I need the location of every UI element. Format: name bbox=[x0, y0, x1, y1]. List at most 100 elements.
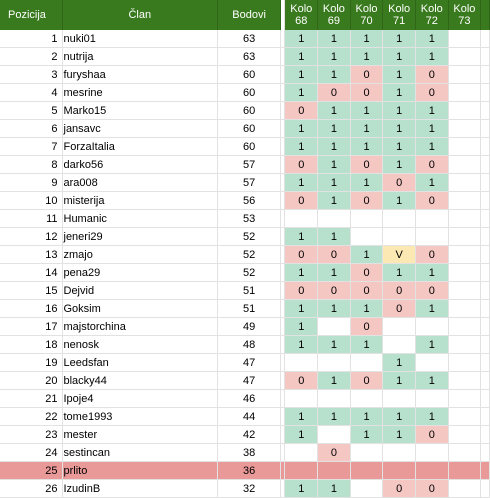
header-round-69[interactable]: Kolo 69 bbox=[317, 0, 351, 30]
round-result-cell[interactable] bbox=[382, 461, 416, 480]
round-result-cell[interactable]: 1 bbox=[382, 425, 416, 444]
round-result-cell[interactable]: 1 bbox=[317, 155, 351, 174]
round-result-cell[interactable] bbox=[415, 227, 449, 246]
round-result-cell[interactable] bbox=[284, 209, 319, 228]
table-row[interactable]: 22 tome1993 44 1 1 1 1 1 bbox=[0, 407, 490, 426]
header-round-70[interactable]: Kolo 70 bbox=[350, 0, 384, 30]
round-result-cell[interactable]: 1 bbox=[317, 299, 351, 318]
round-result-cell[interactable] bbox=[317, 425, 351, 444]
round-result-cell[interactable]: 1 bbox=[284, 65, 319, 84]
position-cell[interactable]: 11 bbox=[0, 209, 63, 228]
round-result-cell[interactable]: 1 bbox=[317, 173, 351, 192]
round-result-cell[interactable]: 1 bbox=[350, 137, 384, 156]
table-row[interactable]: 1 nuki01 63 1 1 1 1 1 bbox=[0, 30, 490, 48]
table-row[interactable]: 16 Goksim 51 1 1 1 0 1 bbox=[0, 299, 490, 318]
round-result-cell[interactable]: 0 bbox=[415, 479, 449, 498]
member-cell[interactable]: nutrija bbox=[62, 47, 219, 66]
round-result-cell[interactable]: 0 bbox=[284, 281, 319, 300]
position-cell[interactable]: 1 bbox=[0, 30, 63, 48]
position-cell[interactable]: 22 bbox=[0, 407, 63, 426]
round-result-cell[interactable] bbox=[382, 389, 416, 408]
round-result-cell[interactable]: 0 bbox=[350, 191, 384, 210]
round-result-cell[interactable] bbox=[448, 119, 482, 138]
points-cell[interactable]: 47 bbox=[217, 353, 282, 372]
round-result-cell[interactable]: 1 bbox=[350, 47, 384, 66]
round-result-cell[interactable] bbox=[382, 335, 416, 354]
table-row[interactable]: 17 majstorchina 49 1 0 bbox=[0, 317, 490, 336]
round-result-cell[interactable]: 1 bbox=[284, 227, 319, 246]
member-cell[interactable]: nuki01 bbox=[62, 30, 219, 48]
position-cell[interactable]: 25 bbox=[0, 461, 63, 480]
round-result-cell[interactable]: V bbox=[382, 245, 416, 264]
round-result-cell[interactable]: 1 bbox=[415, 371, 449, 390]
round-result-cell[interactable]: 1 bbox=[284, 425, 319, 444]
round-result-cell[interactable]: 1 bbox=[284, 137, 319, 156]
round-result-cell[interactable] bbox=[448, 65, 482, 84]
points-cell[interactable]: 63 bbox=[217, 47, 282, 66]
round-result-cell[interactable]: 1 bbox=[415, 30, 449, 48]
round-result-cell[interactable]: 1 bbox=[350, 173, 384, 192]
round-result-cell[interactable]: 0 bbox=[317, 245, 351, 264]
round-result-cell[interactable]: 0 bbox=[382, 299, 416, 318]
round-result-cell[interactable] bbox=[350, 479, 384, 498]
member-cell[interactable]: Humanic bbox=[62, 209, 219, 228]
round-result-cell[interactable]: 1 bbox=[382, 353, 416, 372]
round-result-cell[interactable]: 1 bbox=[317, 407, 351, 426]
round-result-cell[interactable] bbox=[448, 209, 482, 228]
round-result-cell[interactable]: 1 bbox=[317, 227, 351, 246]
round-result-cell[interactable]: 1 bbox=[382, 83, 416, 102]
table-row[interactable]: 2 nutrija 63 1 1 1 1 1 bbox=[0, 47, 490, 66]
round-result-cell[interactable]: 0 bbox=[415, 245, 449, 264]
table-row[interactable]: 7 ForzaItalia 60 1 1 1 1 1 bbox=[0, 137, 490, 156]
position-cell[interactable]: 21 bbox=[0, 389, 63, 408]
round-result-cell[interactable]: 0 bbox=[284, 191, 319, 210]
points-cell[interactable]: 60 bbox=[217, 83, 282, 102]
round-result-cell[interactable]: 1 bbox=[415, 173, 449, 192]
position-cell[interactable]: 24 bbox=[0, 443, 63, 462]
round-result-cell[interactable]: 1 bbox=[317, 191, 351, 210]
table-row[interactable]: 19 Leedsfan 47 1 bbox=[0, 353, 490, 372]
round-result-cell[interactable] bbox=[415, 443, 449, 462]
table-row[interactable]: 20 blacky44 47 0 1 0 1 1 bbox=[0, 371, 490, 390]
round-result-cell[interactable]: 0 bbox=[415, 281, 449, 300]
points-cell[interactable]: 36 bbox=[217, 461, 282, 480]
header-round-68[interactable]: Kolo 68 bbox=[284, 0, 319, 30]
member-cell[interactable]: Ipoje4 bbox=[62, 389, 219, 408]
round-result-cell[interactable]: 1 bbox=[284, 479, 319, 498]
round-result-cell[interactable] bbox=[415, 461, 449, 480]
round-result-cell[interactable]: 0 bbox=[284, 245, 319, 264]
round-result-cell[interactable] bbox=[448, 263, 482, 282]
round-result-cell[interactable] bbox=[284, 461, 319, 480]
round-result-cell[interactable]: 0 bbox=[382, 173, 416, 192]
points-cell[interactable]: 52 bbox=[217, 227, 282, 246]
round-result-cell[interactable] bbox=[284, 389, 319, 408]
round-result-cell[interactable] bbox=[448, 101, 482, 120]
round-result-cell[interactable]: 0 bbox=[350, 65, 384, 84]
round-result-cell[interactable] bbox=[382, 227, 416, 246]
round-result-cell[interactable]: 1 bbox=[382, 263, 416, 282]
round-result-cell[interactable]: 1 bbox=[382, 371, 416, 390]
round-result-cell[interactable]: 1 bbox=[350, 299, 384, 318]
round-result-cell[interactable]: 1 bbox=[317, 479, 351, 498]
points-cell[interactable]: 60 bbox=[217, 65, 282, 84]
position-cell[interactable]: 15 bbox=[0, 281, 63, 300]
round-result-cell[interactable]: 1 bbox=[350, 101, 384, 120]
position-cell[interactable]: 9 bbox=[0, 173, 63, 192]
member-cell[interactable]: Leedsfan bbox=[62, 353, 219, 372]
points-cell[interactable]: 60 bbox=[217, 101, 282, 120]
round-result-cell[interactable] bbox=[448, 155, 482, 174]
round-result-cell[interactable]: 0 bbox=[350, 371, 384, 390]
position-cell[interactable]: 7 bbox=[0, 137, 63, 156]
member-cell[interactable]: darko56 bbox=[62, 155, 219, 174]
round-result-cell[interactable]: 1 bbox=[284, 299, 319, 318]
table-row[interactable]: 18 nenosk 48 1 1 1 1 bbox=[0, 335, 490, 354]
round-result-cell[interactable] bbox=[317, 389, 351, 408]
points-cell[interactable]: 32 bbox=[217, 479, 282, 498]
round-result-cell[interactable]: 1 bbox=[284, 119, 319, 138]
round-result-cell[interactable]: 1 bbox=[284, 30, 319, 48]
round-result-cell[interactable]: 1 bbox=[317, 335, 351, 354]
round-result-cell[interactable] bbox=[382, 317, 416, 336]
position-cell[interactable]: 13 bbox=[0, 245, 63, 264]
position-cell[interactable]: 4 bbox=[0, 83, 63, 102]
table-row[interactable]: 15 Dejvid 51 0 0 0 0 0 bbox=[0, 281, 490, 300]
